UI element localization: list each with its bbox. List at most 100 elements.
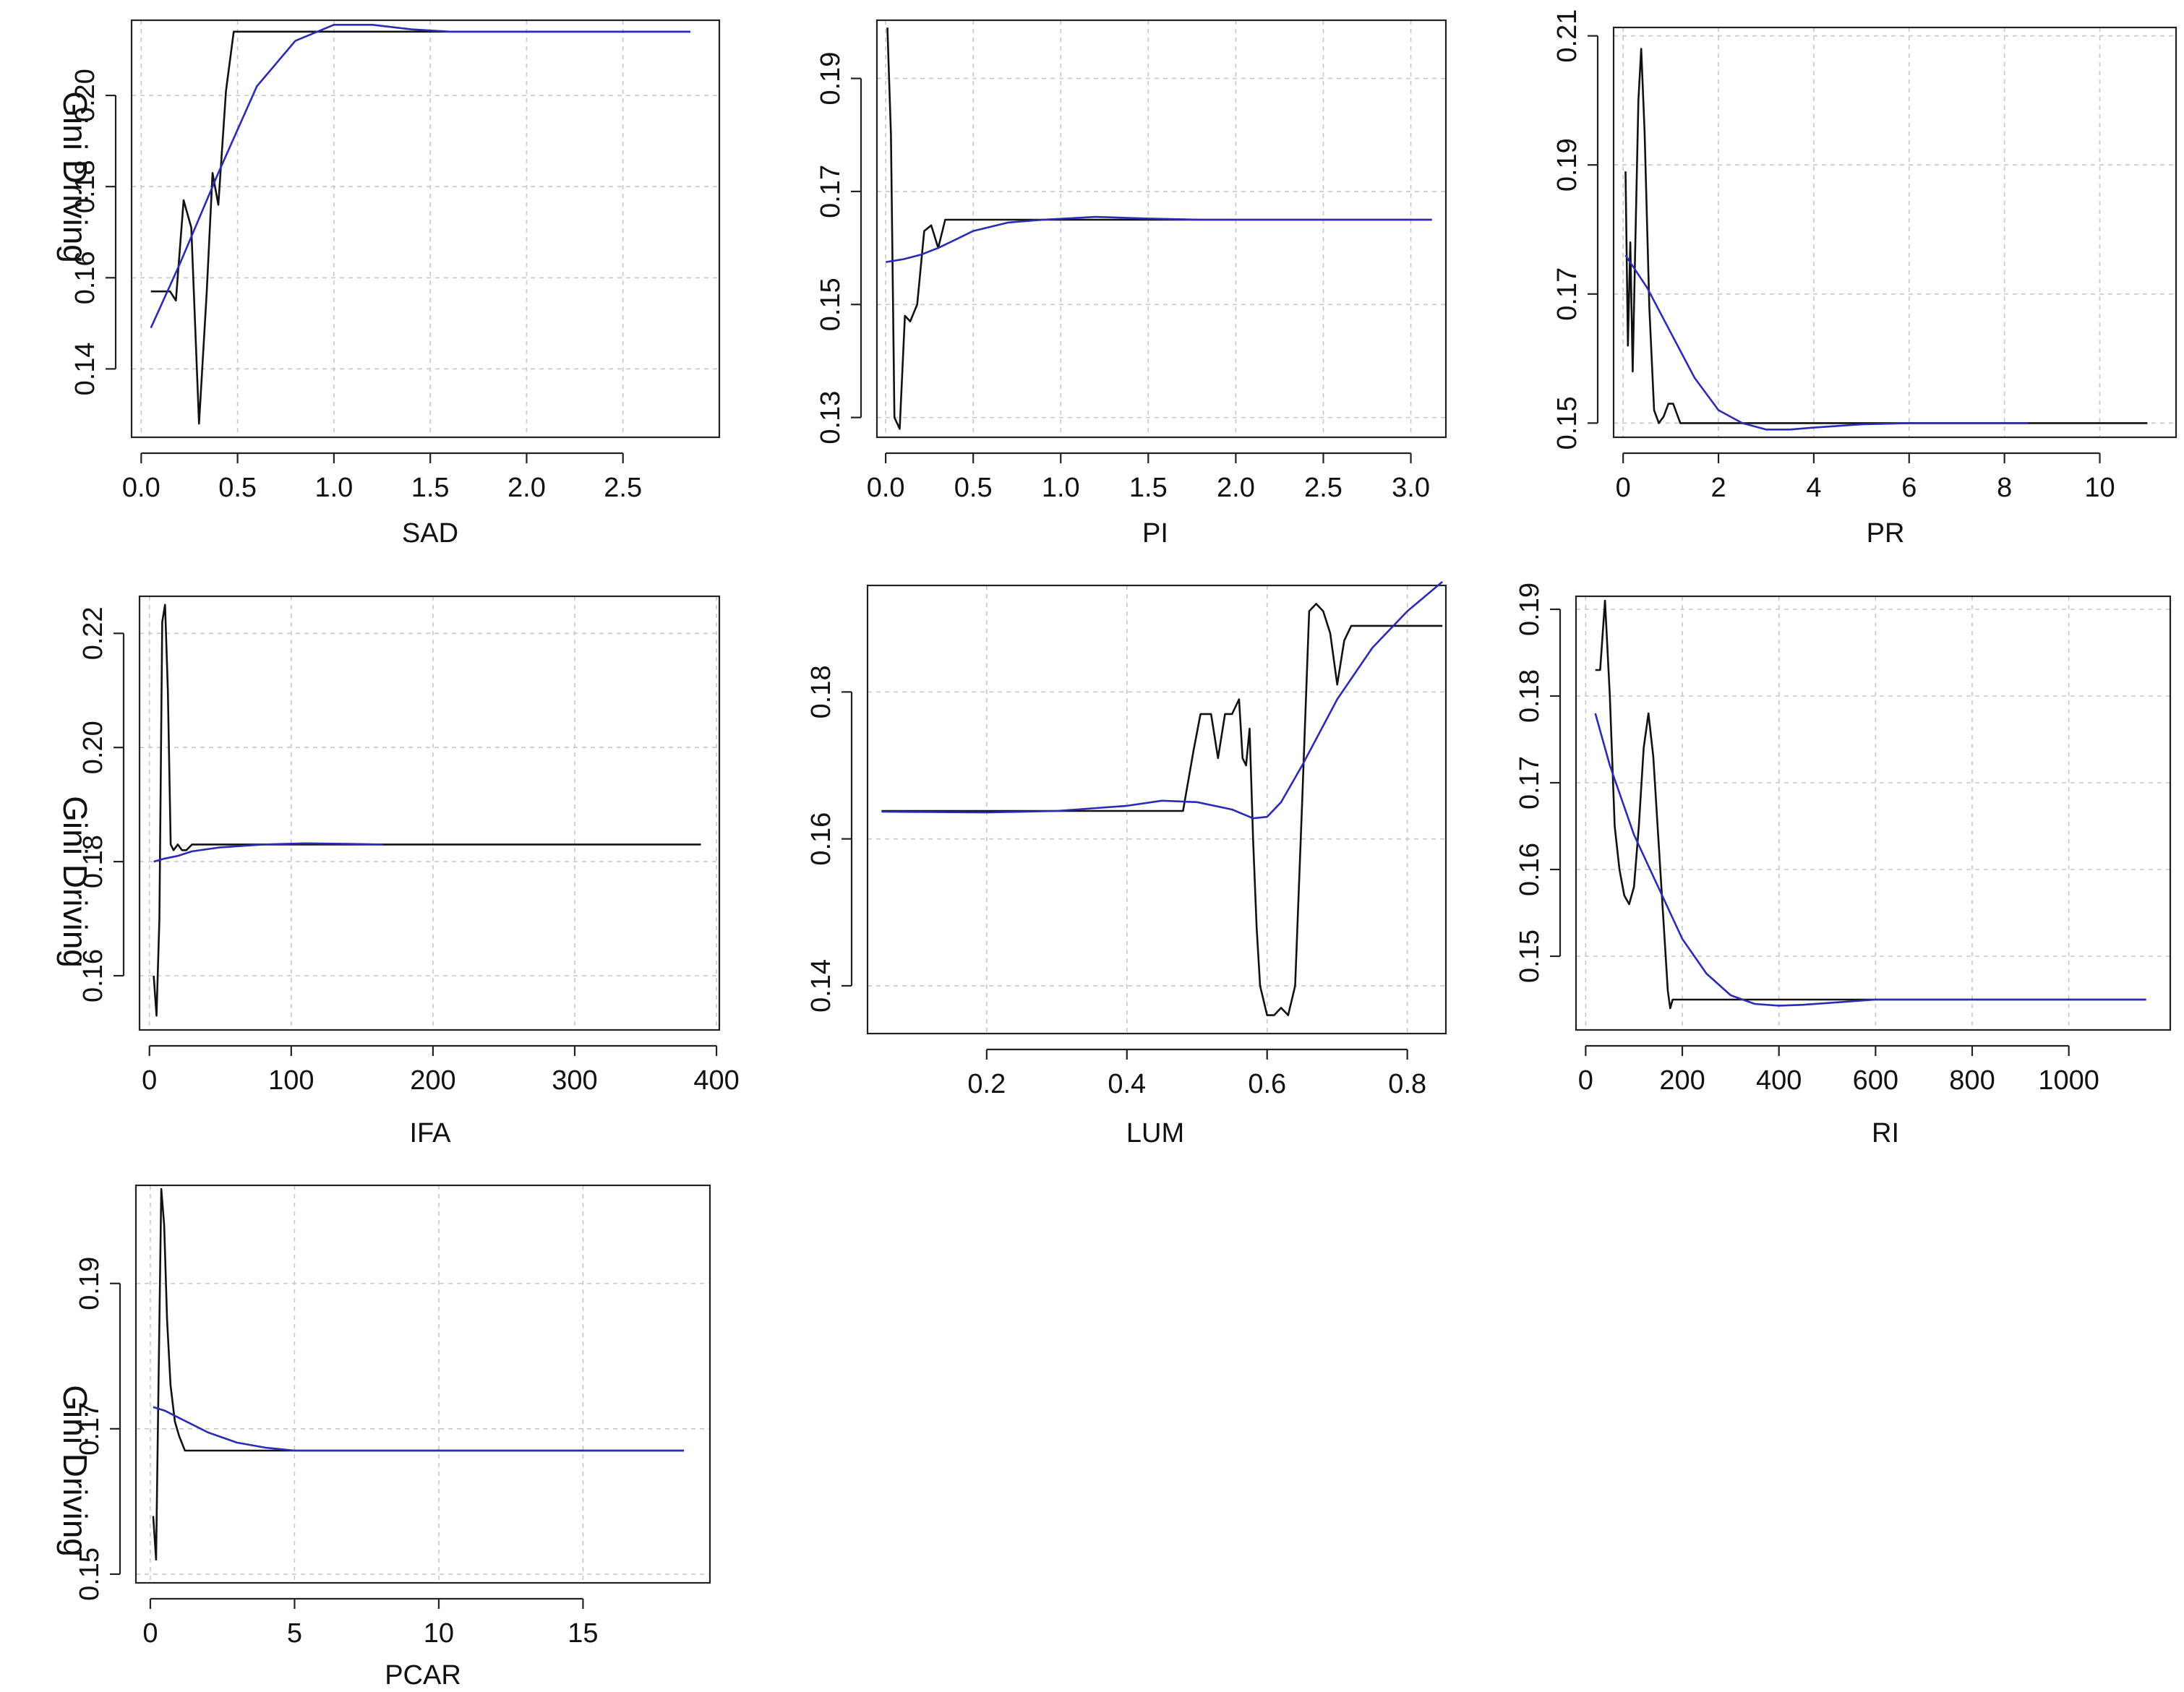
x-tick-label: 0.0 [867, 473, 905, 503]
x-tick-label: 400 [1756, 1065, 1802, 1096]
x-tick-label: 2.5 [1304, 473, 1342, 503]
x-tick-label: 2 [1710, 473, 1726, 503]
x-tick-label: 600 [1853, 1065, 1898, 1096]
x-tick-label: 2.5 [604, 473, 642, 503]
y-tick-label: 0.18 [806, 665, 836, 718]
x-tick-label: 2.0 [1217, 473, 1255, 503]
y-tick-label: 0.16 [806, 812, 836, 866]
smooth-series-line [1624, 254, 2029, 431]
y-tick-label: 0.13 [815, 391, 846, 445]
smooth-series-line [153, 1406, 685, 1452]
y-axis-title: Gini Driving [56, 91, 94, 263]
y-tick-label: 0.19 [1515, 583, 1545, 636]
x-tick-label: 4 [1806, 473, 1821, 503]
smooth-series-line [1594, 713, 2146, 1007]
raw-series-line [152, 1188, 685, 1561]
raw-series-line [153, 604, 701, 1017]
x-tick-label: 0.5 [954, 473, 993, 503]
x-axis-title: PCAR [385, 1660, 461, 1691]
y-tick-label: 0.17 [1552, 267, 1583, 321]
y-tick-label: 0.15 [1515, 929, 1545, 983]
smooth-series-line [153, 842, 384, 863]
x-tick-label: 200 [410, 1065, 455, 1096]
y-tick-label: 0.16 [1515, 843, 1545, 896]
x-axis-title: IFA [409, 1118, 451, 1148]
y-axis-title: Gini Driving [56, 796, 94, 968]
panel-ifa: 0 100 200 300 400 0.16 0.18 0.20 0.22 IFA Gini Dri… [56, 595, 740, 1148]
x-tick-label: 8 [1997, 473, 2012, 503]
panel-pr: 0 2 4 6 8 10 0.15 0.17 0.19 0.21 PR [1552, 9, 2177, 549]
plot-frame [1575, 595, 2172, 1031]
x-tick-label: 1.0 [1042, 473, 1080, 503]
x-tick-label: 0 [142, 1065, 157, 1096]
plot-frame [134, 1184, 711, 1584]
x-axis-title: LUM [1126, 1118, 1184, 1148]
x-tick-label: 300 [552, 1065, 597, 1096]
y-tick-label: 0.19 [74, 1257, 105, 1310]
panel-sad: 0.0 0.5 1.0 1.5 2.0 2.5 0.14 0.16 0.18 0.20 SAD Gin… [56, 19, 721, 549]
x-tick-label: 0.2 [967, 1069, 1006, 1099]
plot-frame [138, 595, 721, 1031]
y-axis-title: Gini Driving [56, 1385, 94, 1557]
y-tick-label: 0.22 [78, 606, 108, 660]
x-tick-label: 0.8 [1388, 1069, 1426, 1099]
x-tick-label: 0.6 [1248, 1069, 1286, 1099]
panel-lum: 0.2 0.4 0.6 0.8 0.14 0.16 0.18 LUM [806, 580, 1447, 1148]
x-tick-label: 1.5 [411, 473, 450, 503]
y-tick-label: 0.21 [1552, 9, 1583, 63]
y-tick-label: 0.15 [74, 1547, 105, 1601]
panel-ri: 0 200 400 600 800 1000 0.15 0.16 0.17 0.18 0.19 RI [1515, 583, 2172, 1148]
x-tick-label: 1.5 [1129, 473, 1168, 503]
x-tick-label: 3.0 [1392, 473, 1430, 503]
x-tick-label: 0 [142, 1618, 158, 1649]
y-tick-label: 0.20 [70, 69, 100, 122]
x-tick-label: 400 [693, 1065, 739, 1096]
y-tick-label: 0.18 [70, 160, 100, 213]
x-axis-title: SAD [402, 518, 458, 549]
x-tick-label: 5 [287, 1618, 302, 1649]
raw-series-line [1595, 599, 2146, 1010]
y-tick-label: 0.16 [70, 251, 100, 304]
x-tick-label: 10 [2084, 473, 2115, 503]
raw-series-line [1624, 48, 2148, 424]
y-tick-label: 0.17 [1515, 756, 1545, 810]
x-tick-label: 2.0 [508, 473, 546, 503]
y-tick-label: 0.17 [815, 165, 846, 218]
x-tick-label: 10 [424, 1618, 454, 1649]
raw-series-line [886, 27, 1432, 430]
x-tick-label: 0.5 [218, 473, 257, 503]
smooth-series-line [150, 24, 690, 329]
smooth-series-line [881, 580, 1444, 820]
x-tick-label: 0 [1578, 1065, 1593, 1096]
panel-pcar: 0 5 10 15 0.15 0.17 0.19 PCAR Gini Driving [56, 1184, 711, 1691]
panel-pi: 0.0 0.5 1.0 1.5 2.0 2.5 3.0 0.13 0.15 0.17 0.19 PI [815, 19, 1447, 549]
x-tick-label: 0.0 [122, 473, 160, 503]
y-tick-label: 0.18 [1515, 669, 1545, 723]
y-tick-label: 0.15 [815, 278, 846, 331]
y-tick-label: 0.18 [78, 835, 108, 888]
plot-frame [875, 19, 1447, 439]
y-tick-label: 0.15 [1552, 396, 1583, 450]
y-tick-label: 0.14 [806, 959, 836, 1013]
y-tick-label: 0.20 [78, 721, 108, 774]
x-tick-label: 100 [268, 1065, 314, 1096]
plot-frame [130, 19, 721, 439]
y-tick-label: 0.17 [74, 1402, 105, 1456]
x-tick-label: 0 [1616, 473, 1631, 503]
x-tick-label: 15 [568, 1618, 598, 1649]
plot-frame [1612, 26, 2177, 439]
x-axis-title: PI [1142, 518, 1168, 549]
x-tick-label: 800 [1949, 1065, 1995, 1096]
x-tick-label: 6 [1901, 473, 1917, 503]
raw-series-line [150, 30, 690, 425]
raw-series-line [881, 603, 1443, 1016]
x-tick-label: 1.0 [314, 473, 353, 503]
x-axis-title: RI [1872, 1118, 1899, 1148]
x-tick-label: 1000 [2038, 1065, 2099, 1096]
y-tick-label: 0.14 [70, 342, 100, 395]
smooth-series-line [885, 215, 1432, 263]
y-tick-label: 0.19 [1552, 138, 1583, 192]
x-axis-title: PR [1867, 518, 1905, 549]
y-tick-label: 0.19 [815, 52, 846, 106]
